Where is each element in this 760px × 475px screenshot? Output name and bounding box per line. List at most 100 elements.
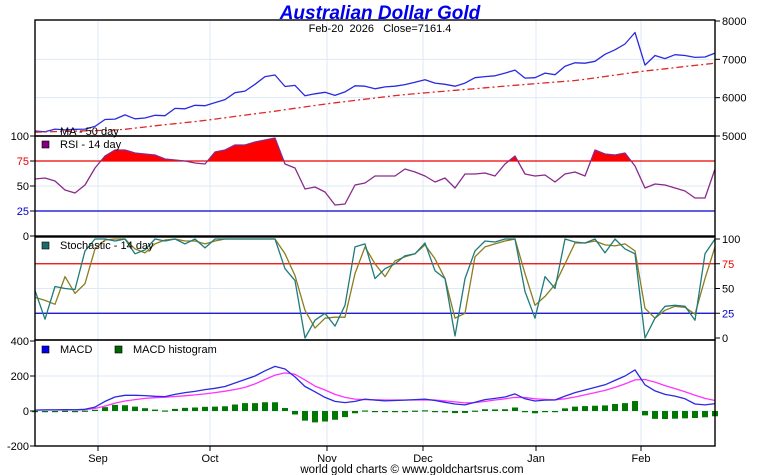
macd-histogram-bar <box>442 411 448 413</box>
stochastic-legend-swatch <box>41 241 50 250</box>
macd-histogram-bar <box>652 411 658 419</box>
stochastic-legend-label: Stochastic - 14 day <box>60 240 154 252</box>
macd-histogram-bar <box>242 403 248 411</box>
macd-histogram-bar <box>182 407 188 411</box>
macd-legend-swatch <box>114 345 123 354</box>
macd-histogram-bar <box>142 408 148 411</box>
macd-histogram-bar <box>92 409 98 411</box>
macd-histogram-bar <box>532 411 538 414</box>
x-tick-label-sep: Sep <box>88 453 108 465</box>
macd-histogram-bar <box>172 408 178 411</box>
macd-histogram-bar <box>62 410 68 413</box>
macd-histogram-bar <box>612 404 618 411</box>
price-y-tick-label: 7000 <box>722 54 746 66</box>
macd-histogram-bar <box>302 411 308 421</box>
macd-histogram-bar <box>632 401 638 411</box>
rsi-legend-swatch <box>41 140 50 149</box>
macd-histogram-bar <box>112 404 118 411</box>
rsi-y-tick-label: 50 <box>17 181 29 193</box>
macd-legend-label: MACD histogram <box>133 344 217 356</box>
macd-histogram-bar <box>42 411 48 413</box>
price-y-tick-label: 8000 <box>722 16 746 28</box>
x-tick-label-nov: Nov <box>317 453 337 465</box>
macd-histogram-bar <box>462 411 468 413</box>
macd-histogram-bar <box>692 411 698 418</box>
macd-histogram-bar <box>382 411 388 413</box>
macd-histogram-bar <box>222 406 228 411</box>
macd-histogram-bar <box>622 403 628 411</box>
macd-histogram-bar <box>452 411 458 414</box>
macd-histogram-bar <box>602 405 608 411</box>
macd-histogram-bar <box>502 409 508 411</box>
x-tick-label-dec: Dec <box>413 453 433 465</box>
macd-legend-label: MACD <box>60 344 92 356</box>
macd-histogram-bar <box>262 402 268 411</box>
macd-histogram-bar <box>552 411 558 413</box>
macd-histogram-bar <box>342 411 348 418</box>
macd-histogram-bar <box>362 410 368 412</box>
macd-histogram-bar <box>102 407 108 411</box>
macd-histogram-bar <box>72 411 78 413</box>
macd-histogram-bar <box>522 411 528 413</box>
grid-layer <box>35 20 715 446</box>
macd-histogram-bar <box>272 402 278 411</box>
macd-histogram-bar <box>412 410 418 412</box>
macd-histogram-bar <box>292 411 298 415</box>
chart-title: Australian Dollar Gold <box>279 3 481 24</box>
rsi-y-tick-label: 0 <box>23 231 29 243</box>
macd-histogram-bar <box>422 410 428 412</box>
macd-histogram-bar <box>82 410 88 412</box>
stochastic-y-tick-label: 0 <box>722 333 728 345</box>
macd-histogram-bar <box>132 406 138 411</box>
x-tick-label-feb: Feb <box>632 453 651 465</box>
macd-y-tick-label: 0 <box>23 406 29 418</box>
macd-histogram-bar <box>152 409 158 411</box>
chart-subtitle: Feb-20 2026 Close=7161.4 <box>309 23 452 35</box>
rsi-overbought-fill <box>35 138 715 161</box>
macd-histogram-bar <box>282 408 288 411</box>
macd-histogram-bar <box>122 405 128 411</box>
price-legend-label: MA - 50 day <box>60 126 119 138</box>
macd-histogram-bar <box>402 411 408 413</box>
macd-histogram-bar <box>672 411 678 419</box>
macd-histogram-bar <box>372 411 378 413</box>
macd-histogram-bar <box>592 405 598 411</box>
price-y-tick-label: 6000 <box>722 93 746 105</box>
price-close-line <box>34 31 716 133</box>
macd-y-tick-label: -200 <box>7 441 29 453</box>
macd-panel-frame <box>34 339 716 447</box>
macd-histogram-bar <box>492 409 498 411</box>
macd-histogram-bar <box>162 410 168 412</box>
macd-histogram-bar <box>542 411 548 413</box>
macd-histogram-bar <box>572 406 578 411</box>
macd-histogram-bar <box>332 411 338 420</box>
stochastic-y-tick-label: 100 <box>722 234 740 246</box>
macd-histogram-bar <box>322 411 328 422</box>
rsi-y-tick-label: 25 <box>17 206 29 218</box>
macd-histogram-bar <box>212 406 218 411</box>
stochastic-y-tick-label: 75 <box>722 259 734 271</box>
macd-histogram-bar <box>202 406 208 411</box>
price-y-tick-label: 5000 <box>722 131 746 143</box>
macd-y-tick-label: 200 <box>11 371 29 383</box>
frame-layer <box>30 19 720 451</box>
stochastic-y-tick-label: 25 <box>722 308 734 320</box>
macd-legend-swatch <box>41 345 50 354</box>
rsi-rsi14-line <box>34 137 716 206</box>
macd-histogram-bar <box>232 404 238 411</box>
stochastic-y-tick-label: 50 <box>722 284 734 296</box>
macd-histogram-bar <box>662 411 668 420</box>
rsi-panel-frame <box>34 135 716 237</box>
macd-histogram-bar <box>702 411 708 418</box>
stochastic-percent_d-line <box>34 238 716 329</box>
x-tick-label-oct: Oct <box>201 453 218 465</box>
macd-histogram-bar <box>392 411 398 413</box>
macd-macd-line <box>34 365 716 411</box>
macd-histogram-bar <box>642 411 648 416</box>
macd-y-tick-label: 400 <box>11 336 29 348</box>
macd-histogram-bar <box>562 408 568 411</box>
macd-histogram-bar <box>512 407 518 411</box>
stochastic-percent_k-line <box>34 238 716 339</box>
macd-histogram-bar <box>52 411 58 413</box>
